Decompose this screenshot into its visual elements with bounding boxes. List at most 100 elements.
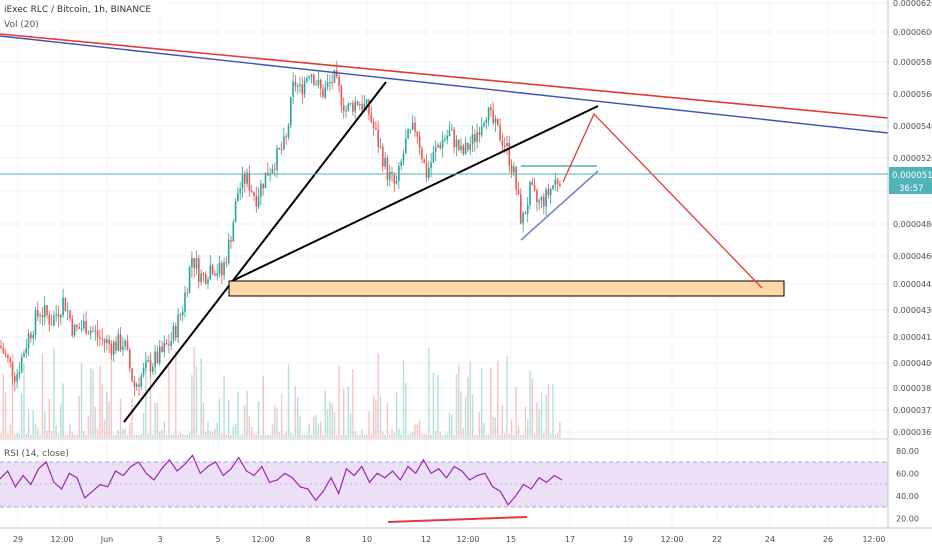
candle-body [43,305,46,318]
volume-bar [207,421,209,438]
time-tick-label: 17 [565,535,575,544]
volume-bar [506,355,508,438]
candle-body [165,343,168,345]
projection-path[interactable] [562,112,763,289]
candle-body [181,311,184,316]
candle-body [168,344,170,346]
support-zone[interactable] [228,280,785,297]
price-tick-label: 0.00004600 [893,252,932,261]
red-trendline[interactable] [0,33,889,119]
volume-bar [280,393,283,438]
candle-body [32,335,34,339]
candles[interactable] [0,60,561,397]
rsi-legend[interactable]: RSI (14, close) [4,449,69,459]
volume-bar [303,434,306,438]
volume-bar [60,404,62,438]
volume-bar [444,434,446,438]
time-tick-label: Jun [100,535,114,544]
candle-body [409,129,412,131]
volume-bar [552,383,554,438]
candle-body [439,144,442,149]
support-line[interactable] [229,105,599,283]
volume-bar [347,385,349,438]
candle-body [211,265,214,274]
rsi-divergence-line[interactable] [387,516,528,523]
volume-bar [129,423,131,438]
volume-bar [92,369,94,438]
candle-body [37,310,39,317]
candle-body [455,139,458,148]
volume-bar [138,434,140,438]
volume-bar [278,431,280,438]
volume-bar [44,411,46,438]
candle-body [354,101,356,112]
candle-body [292,81,294,97]
volume-bar [538,409,540,438]
volume-bar [368,411,370,438]
rsi-axis[interactable]: 80.00 60.00 40.00 20.00 [896,447,919,524]
candle-body [131,368,133,382]
volume-bar [136,434,138,438]
volume-bar [315,415,317,438]
candle-body [526,204,529,215]
drawings[interactable] [0,33,889,423]
volume-bar [32,410,34,438]
volume-bar [90,368,92,438]
steep-support-line[interactable] [123,81,387,423]
candle-body [559,183,561,187]
volume-bar [361,429,363,438]
volume-bar [216,422,218,438]
volume-bar [349,413,352,438]
candle-body [296,85,299,87]
triangle-bottom[interactable] [520,170,599,241]
volume-bar [161,429,163,438]
candle-body [370,114,373,122]
volume-bar [471,394,474,438]
candle-body [11,361,14,377]
candle-body [96,330,99,338]
candle-body [338,76,340,87]
price-tick-label: 0.00005800 [893,58,932,67]
volume-bar [306,434,308,438]
candle-body [39,315,41,317]
volume-bar [533,433,536,438]
price-tick-label: 0.00004300 [893,306,932,315]
volume-bar [248,416,251,438]
candle-body [64,297,67,311]
volume-bar [395,392,398,438]
volume-bar [338,365,340,438]
candle-body [306,78,308,82]
candle-body [460,145,462,150]
volume-bar [230,434,232,438]
candle-body [209,265,212,280]
time-tick-label: 29 [13,535,23,544]
candle-body [363,103,366,110]
rsi-line[interactable] [0,454,563,506]
volume-bar [172,433,175,438]
symbol-title[interactable]: iExec RLC / Bitcoin, 1h, BINANCE [4,5,151,15]
volume-bar [320,421,322,438]
volume-bar [366,434,368,438]
candle-body [446,135,448,140]
candle-body [230,239,232,242]
candle-body [290,96,292,126]
candle-body [474,134,476,143]
volume-bar [310,434,313,438]
candle-body [356,101,359,105]
candle-body [27,333,30,349]
volume-bar [9,424,11,438]
candle-body [529,181,531,205]
volume-bar [322,434,324,438]
volume-legend[interactable]: Vol (20) [4,20,39,30]
volume-bar [25,433,27,438]
blue-trendline[interactable] [0,35,889,134]
volume-bar [55,425,57,438]
candle-body [119,334,122,350]
time-tick-label: 19 [623,535,633,544]
candle-body [545,189,547,207]
volume-bar [188,432,191,438]
candle-body [322,88,324,98]
time-axis[interactable]: 29 12:00 Jun 3 5 12:00 8 10 12 12:00 15 17 19 12:00 22… [13,535,886,544]
candle-body [260,183,262,197]
